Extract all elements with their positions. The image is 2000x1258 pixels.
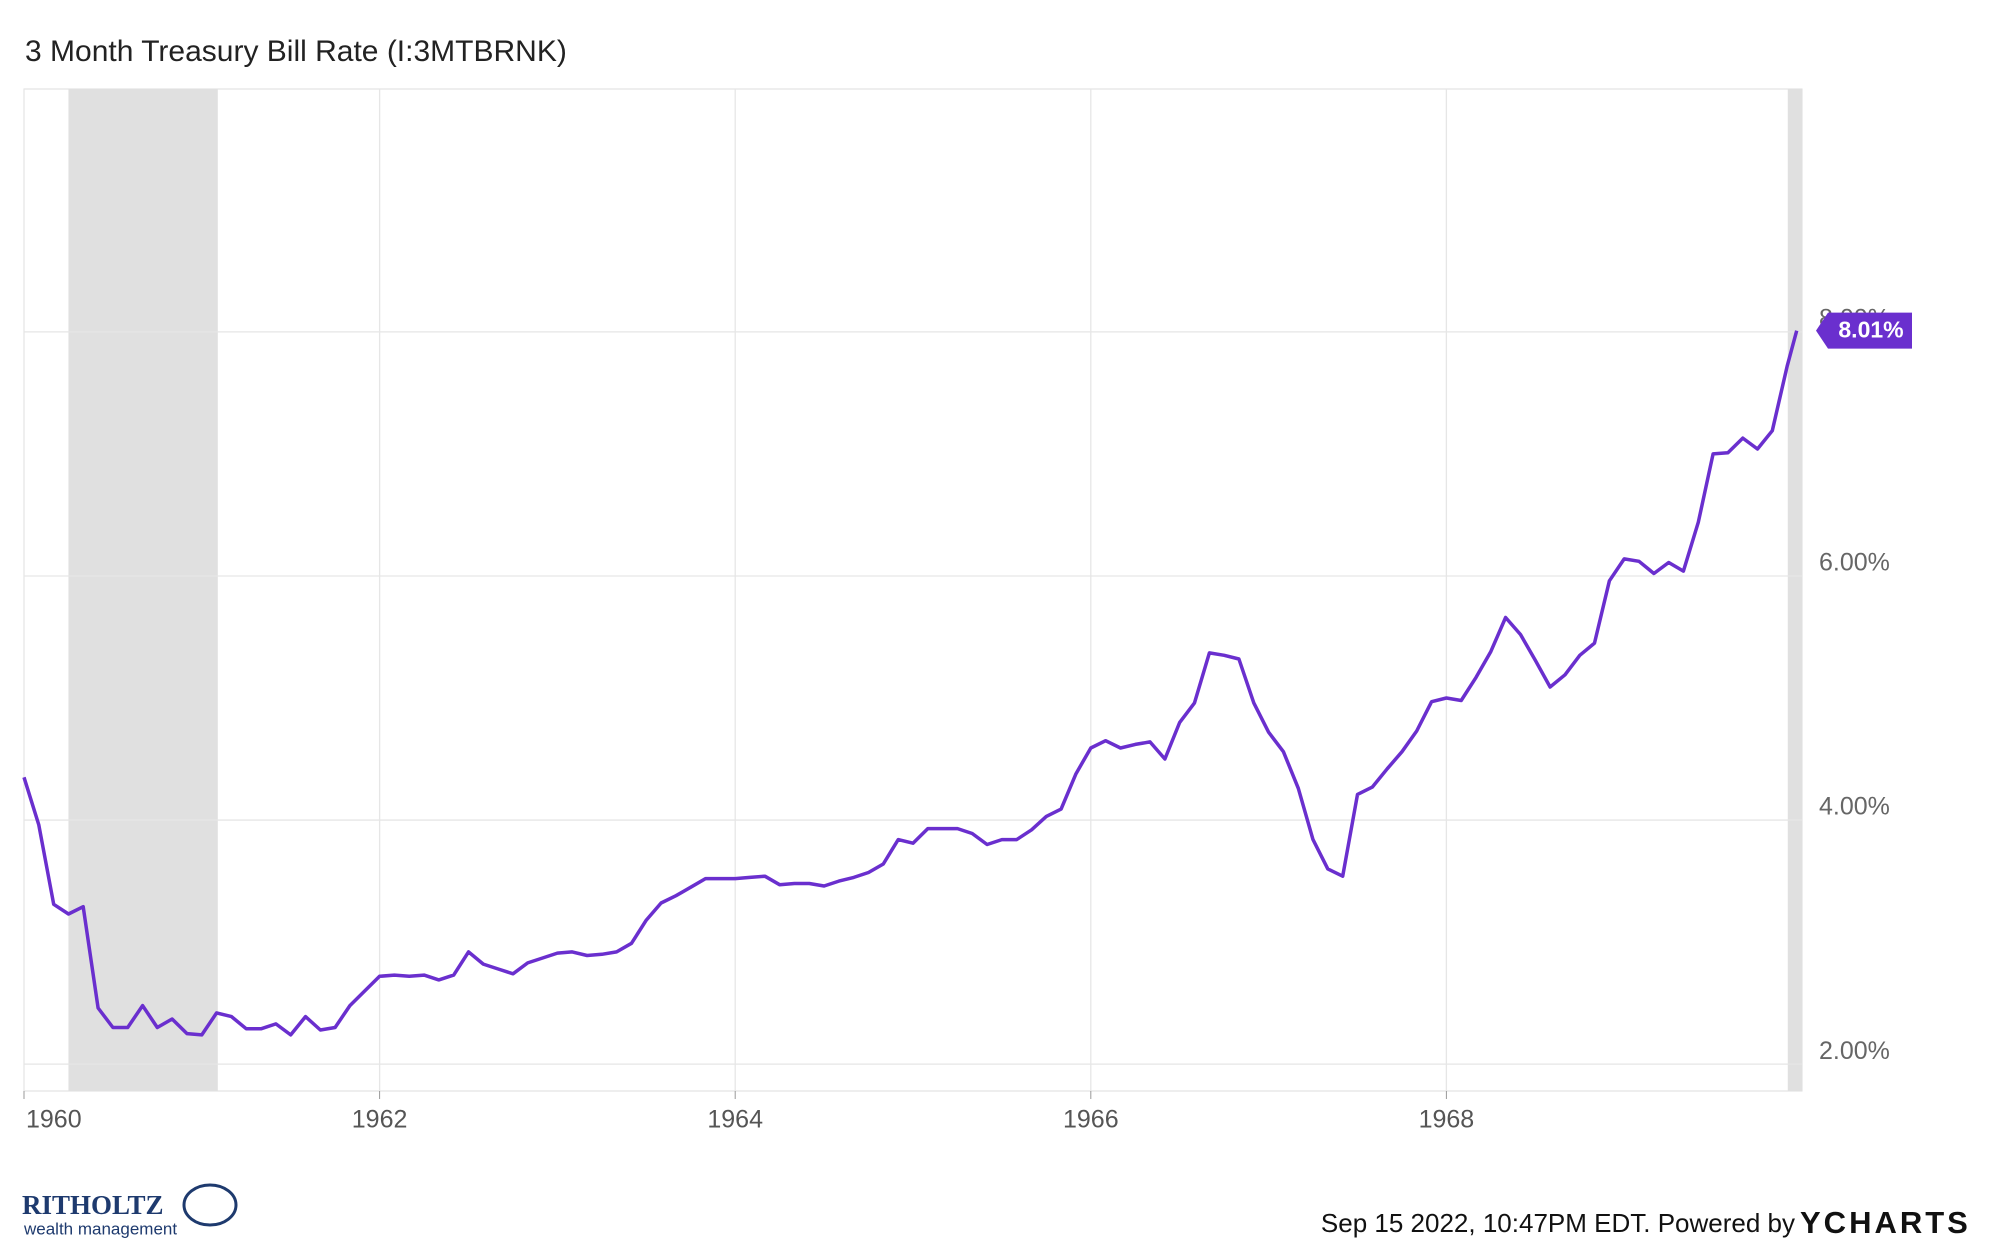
x-tick-label: 1966 [1063, 1106, 1119, 1134]
chart-title: 3 Month Treasury Bill Rate (I:3MTBRNK) [25, 35, 567, 68]
y-tick-label: 4.00% [1819, 793, 1890, 821]
footer: Sep 15 2022, 10:47PM EDT. Powered by [1321, 1208, 1795, 1238]
brand: YCHARTS [1800, 1205, 1971, 1240]
x-tick-label: 1960 [26, 1106, 82, 1134]
y-tick-label: 2.00% [1819, 1037, 1890, 1065]
value-label: 8.01% [1838, 317, 1903, 343]
x-tick-label: 1968 [1419, 1106, 1475, 1134]
plot-border [23, 88, 1803, 1092]
y-tick-label: 6.00% [1819, 549, 1890, 577]
logo-name: RITHOLTZ [22, 1190, 164, 1220]
logo-mark [182, 1183, 238, 1227]
recession-band [68, 89, 218, 1091]
series-line [22, 330, 1799, 1037]
x-tick-label: 1962 [352, 1106, 408, 1134]
x-tick-label: 1964 [707, 1106, 763, 1134]
logo-sub: wealth management [23, 1219, 177, 1238]
value-badge [1816, 312, 1912, 349]
recession-band [1787, 89, 1802, 1091]
